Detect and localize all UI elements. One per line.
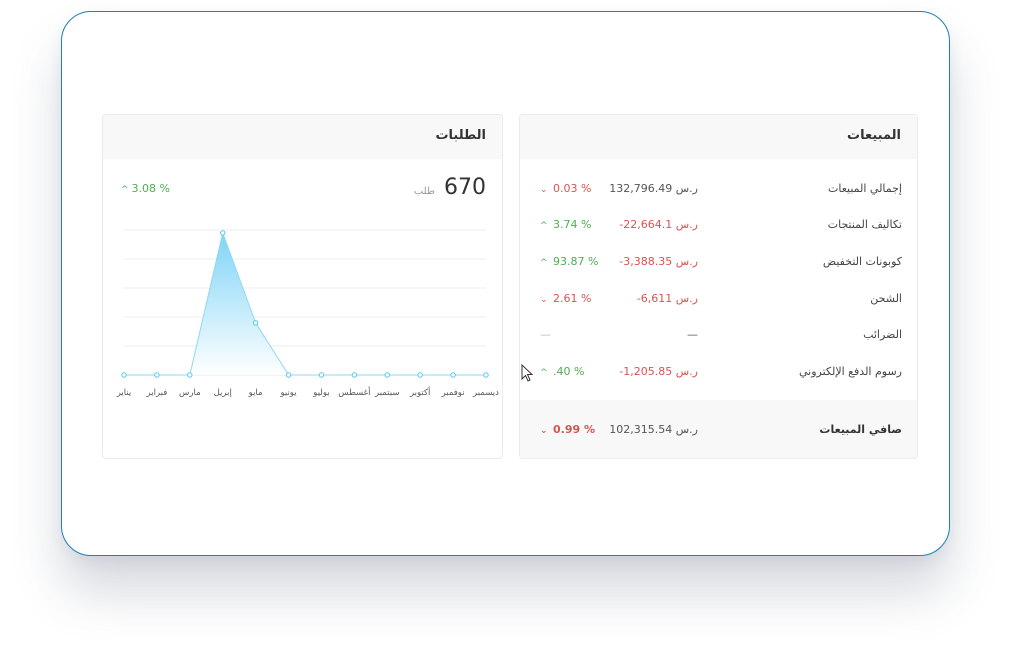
chart-point[interactable] [154,372,160,378]
chart-x-tick-label: فبراير [146,388,168,398]
sales-row-label: الشحن [870,292,902,305]
chevron-up-icon: ^ [540,368,548,378]
chart-point[interactable] [252,320,259,326]
net-sales-change: ⌄ 0.99 % [540,423,595,436]
chart-point[interactable] [318,372,325,378]
orders-count: 670 طلب [414,175,486,200]
chart-point[interactable] [285,372,292,378]
net-sales-change-text: 0.99 % [553,423,595,436]
chart-x-tick-label: أكتوبر [409,386,430,398]
chevron-down-icon: ⌄ [540,426,548,436]
sales-row-change-text: — [540,328,551,341]
sales-row-change: — [540,328,551,341]
chart-point[interactable] [384,372,390,378]
net-sales-value: 102,315.54 ر.س [609,423,698,436]
orders-card-title: الطلبات [435,128,486,143]
chevron-down-icon: ⌄ [540,295,548,305]
orders-count-number: 670 [444,175,486,200]
chevron-down-icon: ⌄ [540,185,548,195]
sales-row-change-text: 2.61 % [553,292,592,305]
sales-row-label: رسوم الدفع الإلكتروني [799,365,902,378]
chart-x-tick-label: ديسمبر [472,388,499,398]
chart-area [124,232,486,375]
orders-chart: يناير فبراير مارس إبريل مايو يونيو يوليو أغسطس س… [116,229,499,398]
orders-change-text: 3.08 % [131,182,170,195]
chart-x-tick-label: يوليو [312,388,330,398]
chart-x-tick-label: سبتمبر [374,388,399,398]
chevron-up-icon: ^ [121,185,129,195]
sales-row: كوبونات التخفيض -3,388.35 ر.س ^ 93.87 % [520,252,917,272]
sales-card-title: المبيعات [847,128,901,143]
chart-point[interactable] [121,372,127,378]
chart-series-line [124,231,486,376]
orders-change: ^ 3.08 % [121,182,170,195]
chevron-up-icon: ^ [540,221,548,231]
sales-row-change: ^ .40 % [540,365,584,378]
orders-card-header: الطلبات [103,115,502,159]
sales-card-header: المبيعات [520,115,917,159]
sales-row-label: كوبونات التخفيض [822,255,902,268]
chart-x-tick-label: أغسطس [338,386,370,398]
sales-row-value: -22,664.1 ر.س [619,218,698,231]
chart-point[interactable] [417,372,423,378]
sales-row: إجمالي المبيعات 132,796.49 ر.س ⌄ 0.03 % [520,179,917,199]
sales-row-value: — [687,328,698,341]
mouse-cursor-icon [521,364,534,382]
sales-row-value: -6,611 ر.س [636,292,698,305]
sales-row-change-text: 0.03 % [553,182,592,195]
sales-row: رسوم الدفع الإلكتروني -1,205.85 ر.س ^ .40 % [520,362,917,382]
chevron-up-icon: ^ [540,258,548,268]
sales-row-change-text: 3.74 % [553,218,592,231]
sales-row-label: إجمالي المبيعات [827,182,902,195]
chart-x-tick-label: يناير [116,388,132,398]
sales-row-label: الضرائب [863,328,902,341]
sales-row: تكاليف المنتجات -22,664.1 ر.س ^ 3.74 % [520,215,917,235]
sales-row-label: تكاليف المنتجات [827,218,902,231]
chart-x-tick-label: مايو [248,388,263,398]
chart-point[interactable] [483,372,489,378]
sales-row-value: -3,388.35 ر.س [619,255,698,268]
orders-count-unit: طلب [413,186,435,197]
net-sales-label: صافي المبيعات [819,423,902,436]
chart-point[interactable] [450,372,456,378]
orders-card: الطلبات 670 طلب ^ 3.08 % يناير فبراير مارس إ… [102,114,503,459]
chart-point[interactable] [187,372,193,378]
sales-row-value: 132,796.49 ر.س [609,182,698,195]
chart-point[interactable] [220,230,226,236]
sales-row-change: ^ 3.74 % [540,218,591,231]
chart-point[interactable] [351,372,358,378]
sales-card: المبيعات إجمالي المبيعات 132,796.49 ر.س ⌄ 0… [519,114,918,459]
sales-row-change-text: .40 % [553,365,585,378]
net-sales-row: صافي المبيعات 102,315.54 ر.س ⌄ 0.99 % [520,400,917,458]
sales-row-change: ⌄ 2.61 % [540,292,591,305]
chart-x-tick-label: إبريل [214,388,232,398]
sales-row: الشحن -6,611 ر.س ⌄ 2.61 % [520,289,917,309]
sales-row: الضرائب — — [520,325,917,345]
sales-row-change: ⌄ 0.03 % [540,182,591,195]
sales-row-change-text: 93.87 % [553,255,599,268]
sales-row-change: ^ 93.87 % [540,255,598,268]
chart-x-tick-label: نوفمبر [441,388,465,398]
chart-x-tick-label: يونيو [279,388,297,398]
sales-row-value: -1,205.85 ر.س [619,365,698,378]
chart-x-tick-label: مارس [179,388,201,398]
